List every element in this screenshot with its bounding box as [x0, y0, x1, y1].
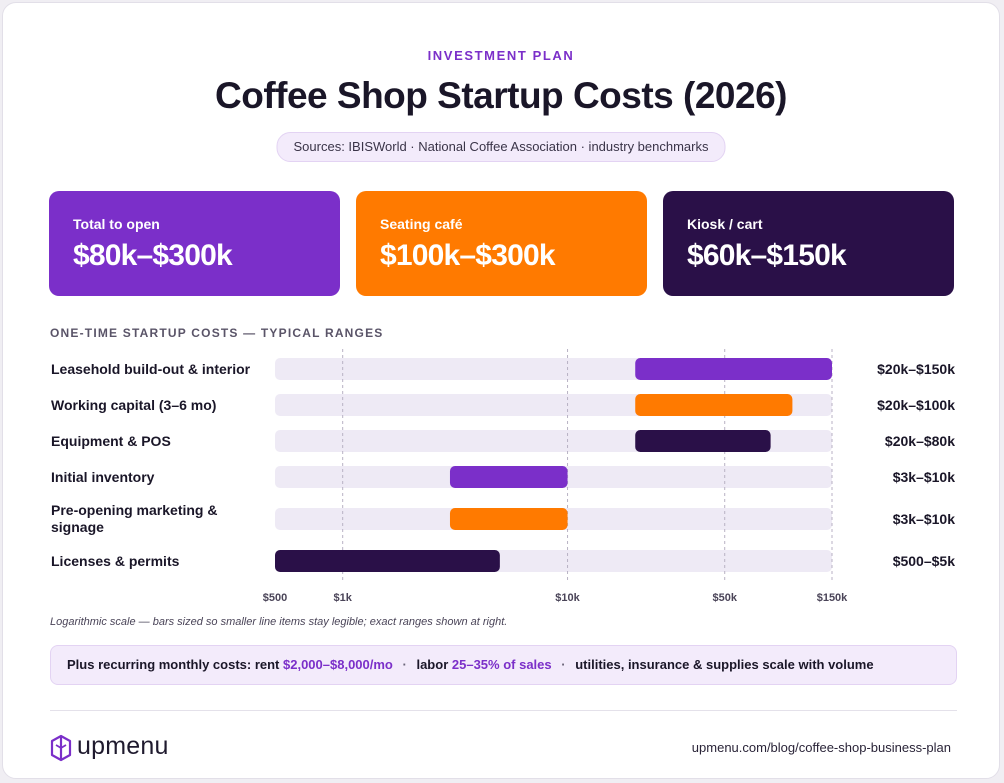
- range-value-label: $20k–$150k: [877, 361, 955, 377]
- row-label: Equipment & POS: [51, 433, 171, 449]
- kpi-value: $60k–$150k: [687, 239, 847, 272]
- chart-note: Logarithmic scale — bars sized so smalle…: [50, 616, 508, 628]
- range-bar: [275, 550, 500, 572]
- row-label: Pre-opening marketing & signage: [51, 502, 217, 535]
- row-label: Initial inventory: [51, 469, 155, 485]
- separator-dot: ·: [402, 657, 407, 672]
- upmenu-logo-icon: [50, 734, 72, 762]
- footer-divider: [50, 710, 957, 711]
- row-label: Leasehold build-out & interior: [51, 361, 251, 377]
- recurring-labor: 25–35% of sales: [451, 657, 552, 672]
- page-title: Coffee Shop Startup Costs (2026): [215, 75, 787, 116]
- range-value-label: $500–$5k: [893, 553, 956, 569]
- recurring-suffix: utilities, insurance & supplies scale wi…: [575, 657, 874, 672]
- kpi-seating-cafe: Seating café $100k–$300k: [356, 191, 647, 296]
- kpi-value: $80k–$300k: [73, 239, 233, 272]
- kpi-label: Seating café: [380, 216, 463, 232]
- recurring-labor-prefix: labor: [416, 657, 449, 672]
- x-tick-label: $500: [263, 592, 287, 604]
- recurring-rent: $2,000–$8,000/mo: [283, 657, 393, 672]
- row-label: Working capital (3–6 mo): [51, 397, 216, 413]
- row-label: Licenses & permits: [51, 553, 180, 569]
- x-tick-label: $10k: [555, 592, 580, 604]
- source-url[interactable]: upmenu.com/blog/coffee-shop-business-pla…: [691, 740, 951, 755]
- recurring-prefix: Plus recurring monthly costs: rent: [67, 657, 280, 672]
- range-value-label: $3k–$10k: [893, 511, 956, 527]
- chart-section-label: ONE-TIME STARTUP COSTS — TYPICAL RANGES: [50, 326, 384, 340]
- range-bar: [635, 430, 771, 452]
- kpi-label: Total to open: [73, 216, 160, 232]
- x-tick-label: $150k: [817, 592, 848, 604]
- kpi-value: $100k–$300k: [380, 239, 556, 272]
- range-bar: [635, 394, 793, 416]
- range-value-label: $3k–$10k: [893, 469, 956, 485]
- x-tick-label: $1k: [334, 592, 353, 604]
- range-bar: [449, 508, 568, 530]
- separator-dot: ·: [561, 657, 566, 672]
- x-tick-label: $50k: [712, 592, 737, 604]
- kpi-label: Kiosk / cart: [687, 216, 763, 232]
- sources-pill: Sources: IBISWorld · National Coffee Ass…: [276, 132, 726, 162]
- eyebrow-label: INVESTMENT PLAN: [427, 48, 575, 63]
- range-bar-chart: Leasehold build-out & interior $20k–$150k…: [51, 349, 956, 604]
- kpi-kiosk-cart: Kiosk / cart $60k–$150k: [663, 191, 954, 296]
- logo-wordmark: upmenu: [77, 732, 169, 760]
- range-bar: [635, 358, 832, 380]
- range-value-label: $20k–$100k: [877, 397, 955, 413]
- kpi-total-to-open: Total to open $80k–$300k: [49, 191, 340, 296]
- range-bar: [449, 466, 568, 488]
- recurring-costs-banner: Plus recurring monthly costs: rent $2,00…: [50, 645, 957, 685]
- range-value-label: $20k–$80k: [885, 433, 955, 449]
